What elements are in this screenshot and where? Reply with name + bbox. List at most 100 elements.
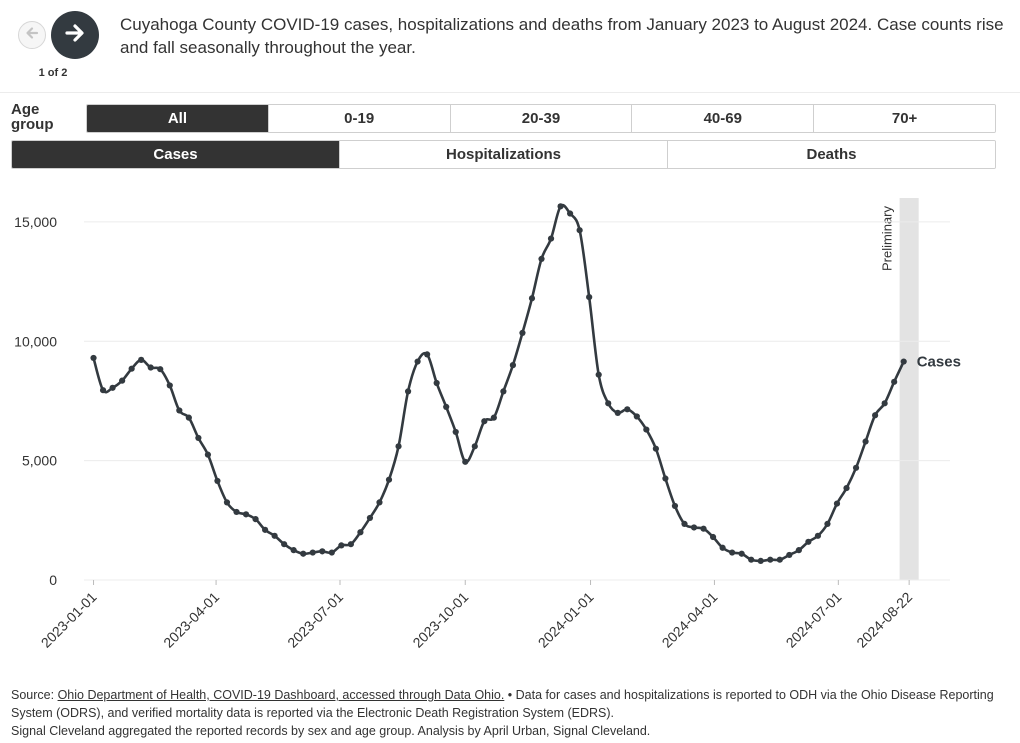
data-point [290,547,297,554]
data-point [595,371,602,378]
data-point [204,451,212,458]
data-point [500,388,507,395]
series-end-label: Cases [917,354,961,371]
data-point [519,329,526,336]
y-tick-label: 15,000 [14,214,57,230]
data-point [643,426,650,433]
data-point [328,549,335,556]
data-point [424,351,431,358]
data-point [433,379,440,387]
source-note: Source: Ohio Department of Health, COVID… [11,686,1011,740]
age-group-label: Age group [11,102,54,132]
data-point [738,550,745,557]
data-point [576,227,583,234]
data-point [109,384,116,391]
data-point [347,541,354,548]
data-point [90,354,97,362]
data-point [586,293,593,301]
age-button-0-19[interactable]: 0-19 [267,105,450,132]
data-point [852,464,860,471]
data-point [319,548,326,555]
data-point [872,412,879,419]
data-point [891,378,898,385]
x-tick-label: 2023-04-01 [160,589,222,651]
data-point [214,477,221,485]
data-point [652,445,659,452]
data-point [700,525,707,532]
data-point [233,508,240,516]
previous-button[interactable] [18,21,46,49]
data-point [795,547,802,554]
data-point [862,438,869,445]
data-point [614,409,621,416]
x-tick-label: 2024-04-01 [659,589,721,651]
data-point [757,557,764,564]
data-point [776,556,783,563]
age-group-selector: All 0-19 20-39 40-69 70+ [86,104,996,133]
data-point [748,556,755,563]
age-button-20-39[interactable]: 20-39 [449,105,632,132]
data-point [538,255,545,262]
data-point [223,499,231,506]
data-point [395,443,402,450]
data-point [452,428,459,436]
preliminary-band [899,198,919,580]
metric-button-hospitalizations[interactable]: Hospitalizations [339,141,667,168]
data-point [166,382,173,389]
data-point [261,526,269,533]
data-point [881,400,888,407]
data-point [300,550,307,557]
data-point [462,458,469,465]
data-point [824,520,831,527]
source-prefix: Source: [11,688,58,702]
data-point [366,514,374,522]
y-tick-label: 0 [49,572,57,588]
data-point [767,556,774,563]
metric-button-cases[interactable]: Cases [12,141,339,168]
data-point [528,295,536,302]
data-point [509,362,517,369]
data-point [404,388,412,395]
source-text-1: • Data for cases and hospitalizations is… [11,688,994,720]
age-button-all[interactable]: All [87,105,268,132]
data-point [138,356,145,363]
y-tick-label: 5,000 [22,453,57,469]
x-tick-label: 2024-01-01 [535,589,597,651]
data-point [271,532,278,539]
data-point [357,529,364,536]
data-point [624,406,631,413]
age-button-70-plus[interactable]: 70+ [813,105,995,132]
header-divider [0,92,1020,93]
arrow-left-icon [24,25,40,46]
x-tick-label: 2023-10-01 [409,589,471,651]
data-point [814,532,822,539]
data-point [786,551,793,559]
data-point [242,511,250,518]
arrow-right-icon [63,21,87,50]
data-point [281,541,288,548]
source-text-2: Signal Cleveland aggregated the reported… [11,724,651,738]
metric-selector: Cases Hospitalizations Deaths [11,140,996,169]
x-tick-label: 2023-01-01 [38,589,100,651]
source-link[interactable]: Ohio Department of Health, COVID-19 Dash… [57,688,505,702]
metric-button-deaths[interactable]: Deaths [667,141,995,168]
data-point [195,434,202,442]
data-point [557,203,564,210]
data-point [833,500,841,507]
cases-line-chart: Preliminary 0 5,000 10,000 15,000 2023-01-01 2… [14,198,961,651]
data-point [376,499,383,506]
x-tick-label: 2024-07-01 [783,589,845,651]
data-point [547,235,555,242]
data-point [385,476,393,483]
data-point [681,520,688,527]
preliminary-label: Preliminary [880,206,895,272]
data-point [605,400,612,407]
data-point [490,414,497,421]
data-point [719,544,726,551]
cases-line [92,203,905,563]
data-point [709,533,717,541]
data-point [443,403,450,411]
age-button-40-69[interactable]: 40-69 [631,105,814,132]
data-point [414,358,421,365]
next-button[interactable] [51,11,99,59]
